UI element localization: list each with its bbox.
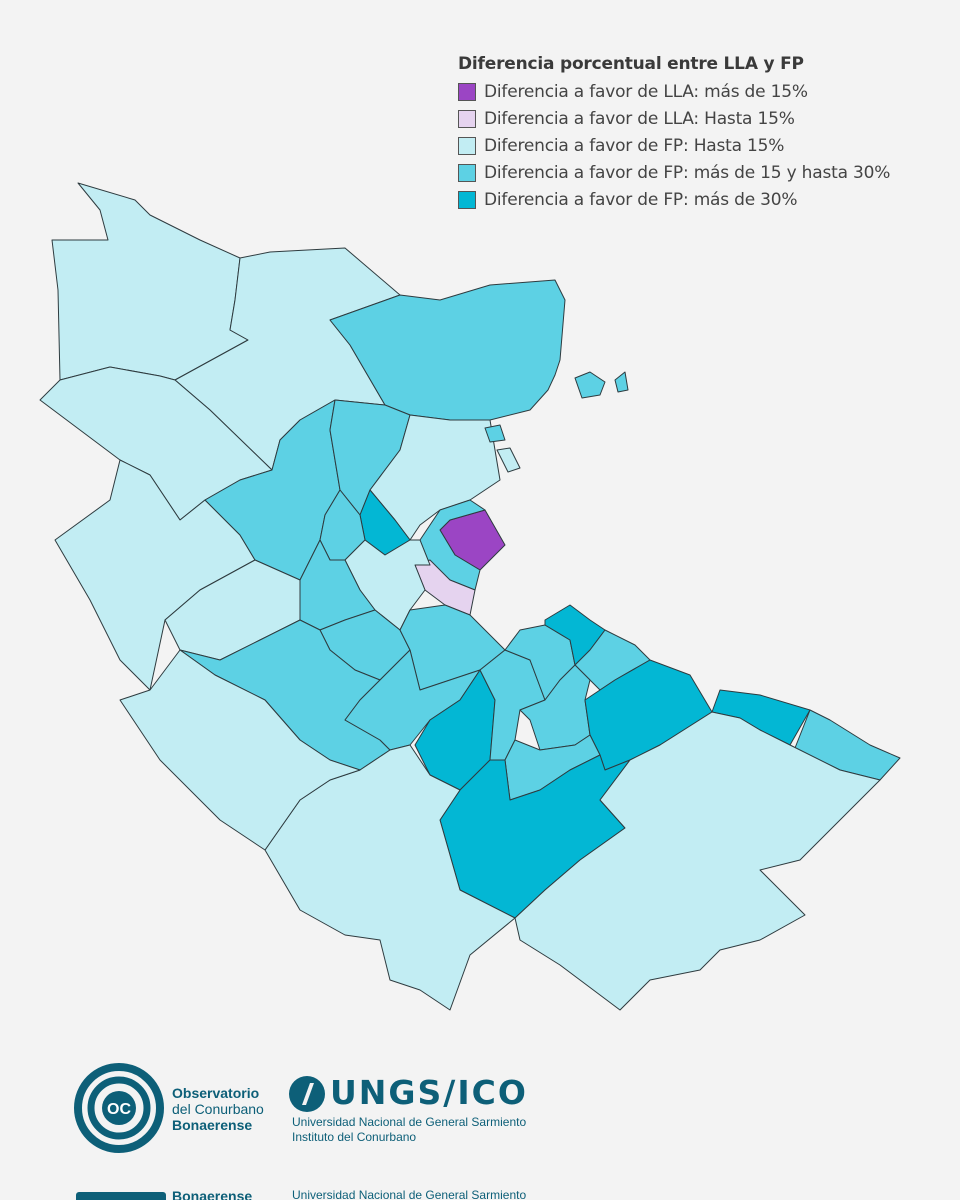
footer-duplicate-strip: Bonaerense Universidad Nacional de Gener…: [0, 1130, 960, 1200]
occ-logo-icon: OC: [74, 1063, 164, 1153]
coastal-island-2: [614, 371, 629, 393]
legend-swatch: [458, 82, 476, 101]
legend-swatch: [458, 163, 476, 182]
ghost-logo-mark: [76, 1192, 166, 1200]
legend-label: Diferencia a favor de FP: más de 30%: [484, 189, 798, 210]
coastal-island-1: [574, 371, 606, 399]
occ-logo-text: Observatorio del Conurbano Bonaerense: [172, 1085, 264, 1133]
ungs-subtitle: Universidad Nacional de General Sarmient…: [292, 1115, 526, 1145]
occ-line-3: Bonaerense: [172, 1117, 253, 1133]
legend-item-fp-up-to-15: Diferencia a favor de FP: Hasta 15%: [458, 132, 890, 159]
ghost-text-1: Bonaerense: [172, 1188, 253, 1200]
footer-logos: OC Observatorio del Conurbano Bonaerense…: [0, 1055, 960, 1200]
district-southwest-light-big: [119, 649, 361, 851]
ghost-text-2: Universidad Nacional de General Sarmient…: [292, 1188, 527, 1200]
occ-line-2: del Conurbano: [172, 1101, 264, 1117]
ungs-sub-line-2: Instituto del Conurbano: [292, 1130, 417, 1144]
legend-item-fp-15-to-30: Diferencia a favor de FP: más de 15 y ha…: [458, 159, 890, 186]
legend-item-fp-over-30: Diferencia a favor de FP: más de 30%: [458, 186, 890, 213]
coastal-island-4: [496, 447, 521, 473]
legend-swatch: [458, 109, 476, 128]
district-lla-mild: [414, 559, 476, 616]
legend-swatch: [458, 136, 476, 155]
choropleth-map: [39, 182, 901, 1011]
legend-label: Diferencia a favor de LLA: más de 15%: [484, 81, 808, 102]
legend-label: Diferencia a favor de FP: Hasta 15%: [484, 135, 785, 156]
legend-label: Diferencia a favor de LLA: Hasta 15%: [484, 108, 795, 129]
ungs-sub-line-1: Universidad Nacional de General Sarmient…: [292, 1115, 527, 1129]
ungs-title: UNGS/ICO: [330, 1073, 528, 1112]
ungs-logo-icon: [289, 1076, 325, 1112]
legend-title: Diferencia porcentual entre LLA y FP: [458, 54, 804, 74]
map-legend: Diferencia porcentual entre LLA y FP Dif…: [458, 54, 890, 213]
legend-item-lla-over-15: Diferencia a favor de LLA: más de 15%: [458, 78, 890, 105]
occ-line-1: Observatorio: [172, 1085, 260, 1101]
legend-label: Diferencia a favor de FP: más de 15 y ha…: [484, 162, 891, 183]
svg-text:OC: OC: [107, 1101, 131, 1118]
legend-item-lla-up-to-15: Diferencia a favor de LLA: Hasta 15%: [458, 105, 890, 132]
district-north-tip: [51, 182, 249, 381]
district-southeast-light-big: [514, 711, 881, 1011]
legend-swatch: [458, 190, 476, 209]
coastal-island-3: [484, 424, 506, 443]
